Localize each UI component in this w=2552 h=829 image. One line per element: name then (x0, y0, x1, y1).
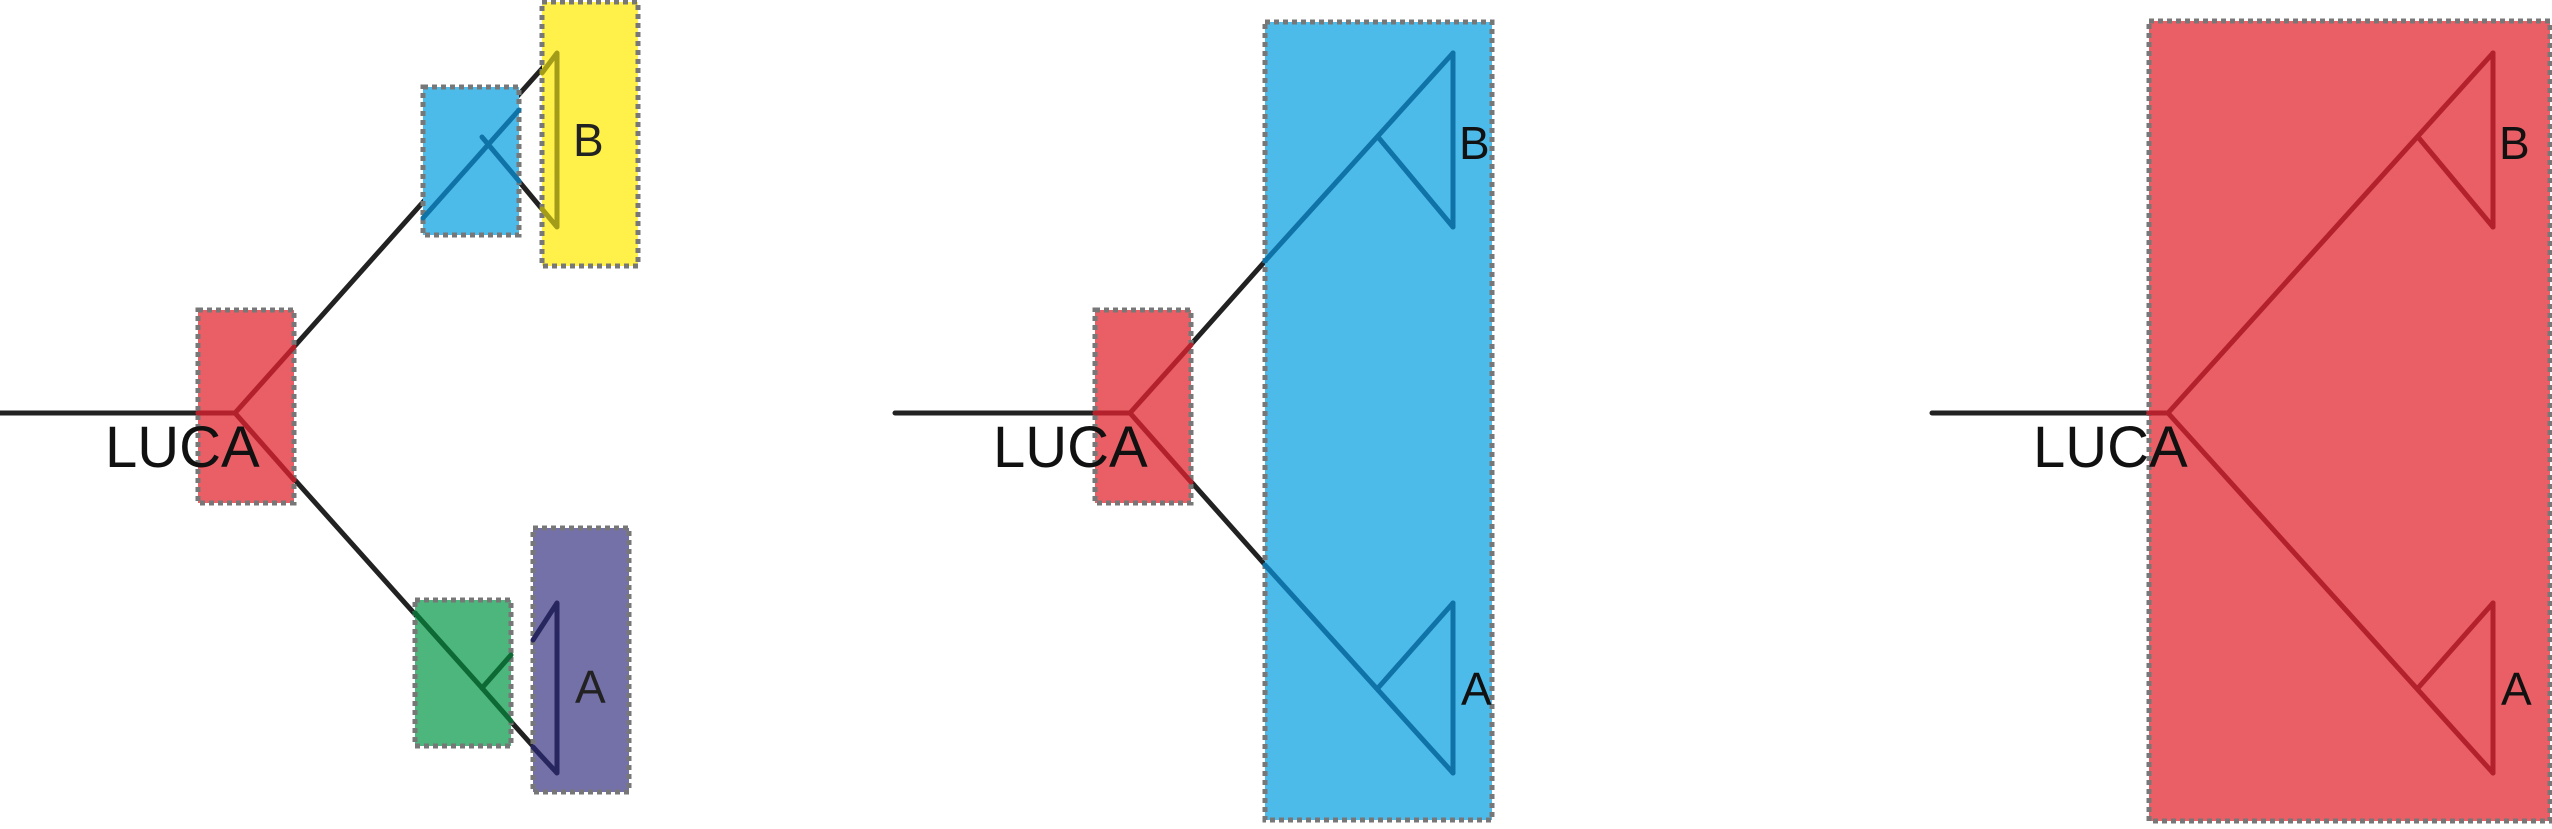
luca-down-segment (1127, 410, 1194, 485)
red-up-segment (2165, 50, 2496, 416)
luca-down-segment (232, 410, 297, 483)
luca-up-segment (232, 344, 297, 416)
leaf-b-label: B (1459, 117, 1490, 169)
leaf-a-label: A (575, 661, 606, 713)
anc-a-down-segment (479, 685, 514, 724)
blue-b-lower (1375, 134, 1456, 230)
luca-box (1092, 307, 1194, 506)
clade-box (1262, 19, 1495, 823)
luca-box (195, 307, 297, 506)
blue-a-upper (1375, 600, 1456, 691)
clade-box (2146, 18, 2552, 824)
panel-2: LUCA B A (892, 19, 1495, 823)
clade-a-triangle (530, 600, 560, 776)
anc-a-in-segment (412, 610, 485, 691)
luca-label: LUCA (105, 415, 260, 480)
clade-a-box (530, 525, 632, 795)
blue-down-segment (1262, 562, 1456, 776)
leaf-a-label: A (2501, 663, 2532, 715)
luca-label: LUCA (2033, 415, 2188, 480)
clade-b-triangle (539, 50, 560, 230)
anc-b-down-segment (479, 134, 522, 184)
panel-1: LUCA B A (0, 0, 641, 795)
leaf-b-label: B (573, 114, 604, 166)
leaf-a-label: A (1461, 663, 1492, 715)
red-down-segment (2165, 410, 2496, 776)
red-a-upper (2415, 600, 2496, 691)
anc-b-up-segment (420, 107, 522, 221)
red-b-lower (2415, 134, 2496, 230)
panel-3: LUCA B A (1929, 18, 2552, 824)
anc-a-up-segment (479, 652, 514, 691)
luca-up-segment (1127, 342, 1194, 416)
leaf-b-label: B (2499, 117, 2530, 169)
luca-label: LUCA (993, 415, 1148, 480)
blue-up-segment (1262, 50, 1456, 264)
